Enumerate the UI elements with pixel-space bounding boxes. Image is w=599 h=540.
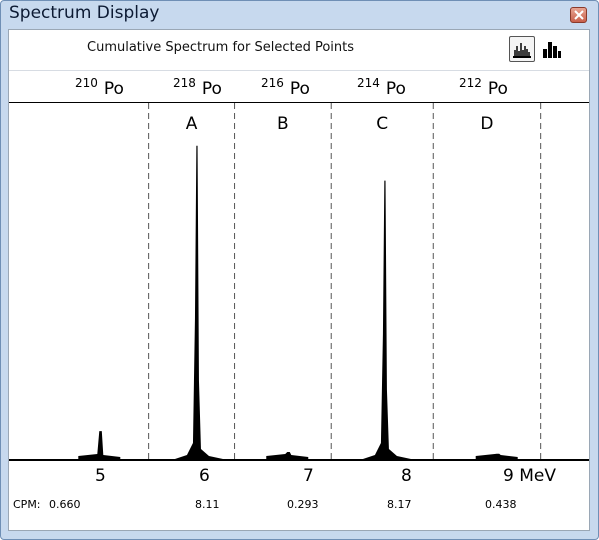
isotope-label-216: 216 Po bbox=[261, 76, 310, 99]
x-tick-7: 7 bbox=[303, 466, 314, 486]
histogram-view-icon bbox=[543, 42, 561, 58]
x-tick-9: 9 MeV bbox=[503, 466, 556, 486]
x-axis: 5 6 7 8 9 MeV CPM: 0.660 8.11 0.293 8.17… bbox=[9, 460, 589, 532]
isotope-label-210: 210 Po bbox=[75, 76, 124, 99]
spectrum-header: Cumulative Spectrum for Selected Points bbox=[9, 30, 589, 71]
x-tick-6: 6 bbox=[199, 466, 210, 486]
peaks-view-button[interactable] bbox=[509, 36, 535, 62]
cpm-label: CPM: bbox=[13, 498, 41, 511]
region-label-b: B bbox=[277, 114, 289, 134]
spectrum-peak-2 bbox=[266, 452, 309, 459]
cpm-value-212: 0.438 bbox=[485, 498, 517, 511]
x-tick-8: 8 bbox=[401, 466, 412, 486]
title-bar[interactable]: Spectrum Display bbox=[1, 1, 598, 29]
isotope-label-212: 212 Po bbox=[459, 76, 508, 99]
spectrum-peak-4 bbox=[475, 453, 518, 459]
spectrum-title: Cumulative Spectrum for Selected Points bbox=[87, 40, 355, 55]
x-tick-5: 5 bbox=[95, 466, 106, 486]
region-label-d: D bbox=[480, 114, 493, 134]
region-label-a: A bbox=[186, 114, 198, 134]
spectrum-peak-0 bbox=[78, 431, 121, 459]
spectrum-panel: Cumulative Spectrum for Selected Points … bbox=[8, 29, 590, 531]
cpm-value-218: 8.11 bbox=[195, 498, 220, 511]
cpm-value-210: 0.660 bbox=[49, 498, 81, 511]
window-title: Spectrum Display bbox=[9, 3, 160, 23]
spectrum-plot[interactable]: A B C D bbox=[9, 102, 589, 461]
isotope-row: 210 Po 218 Po 216 Po 214 Po 212 Po bbox=[9, 70, 589, 142]
region-label-c: C bbox=[376, 114, 388, 134]
isotope-label-214: 214 Po bbox=[357, 76, 406, 99]
histogram-view-button[interactable] bbox=[539, 36, 565, 62]
spectrum-peak-1 bbox=[174, 145, 223, 460]
cpm-value-216: 0.293 bbox=[287, 498, 319, 511]
cpm-value-214: 8.17 bbox=[387, 498, 412, 511]
peaks-view-icon bbox=[513, 43, 531, 58]
spectrum-peak-3 bbox=[362, 180, 411, 459]
close-icon bbox=[574, 10, 584, 20]
isotope-label-218: 218 Po bbox=[173, 76, 222, 99]
close-button[interactable] bbox=[570, 7, 587, 23]
spectrum-chart: A B C D bbox=[9, 103, 589, 461]
